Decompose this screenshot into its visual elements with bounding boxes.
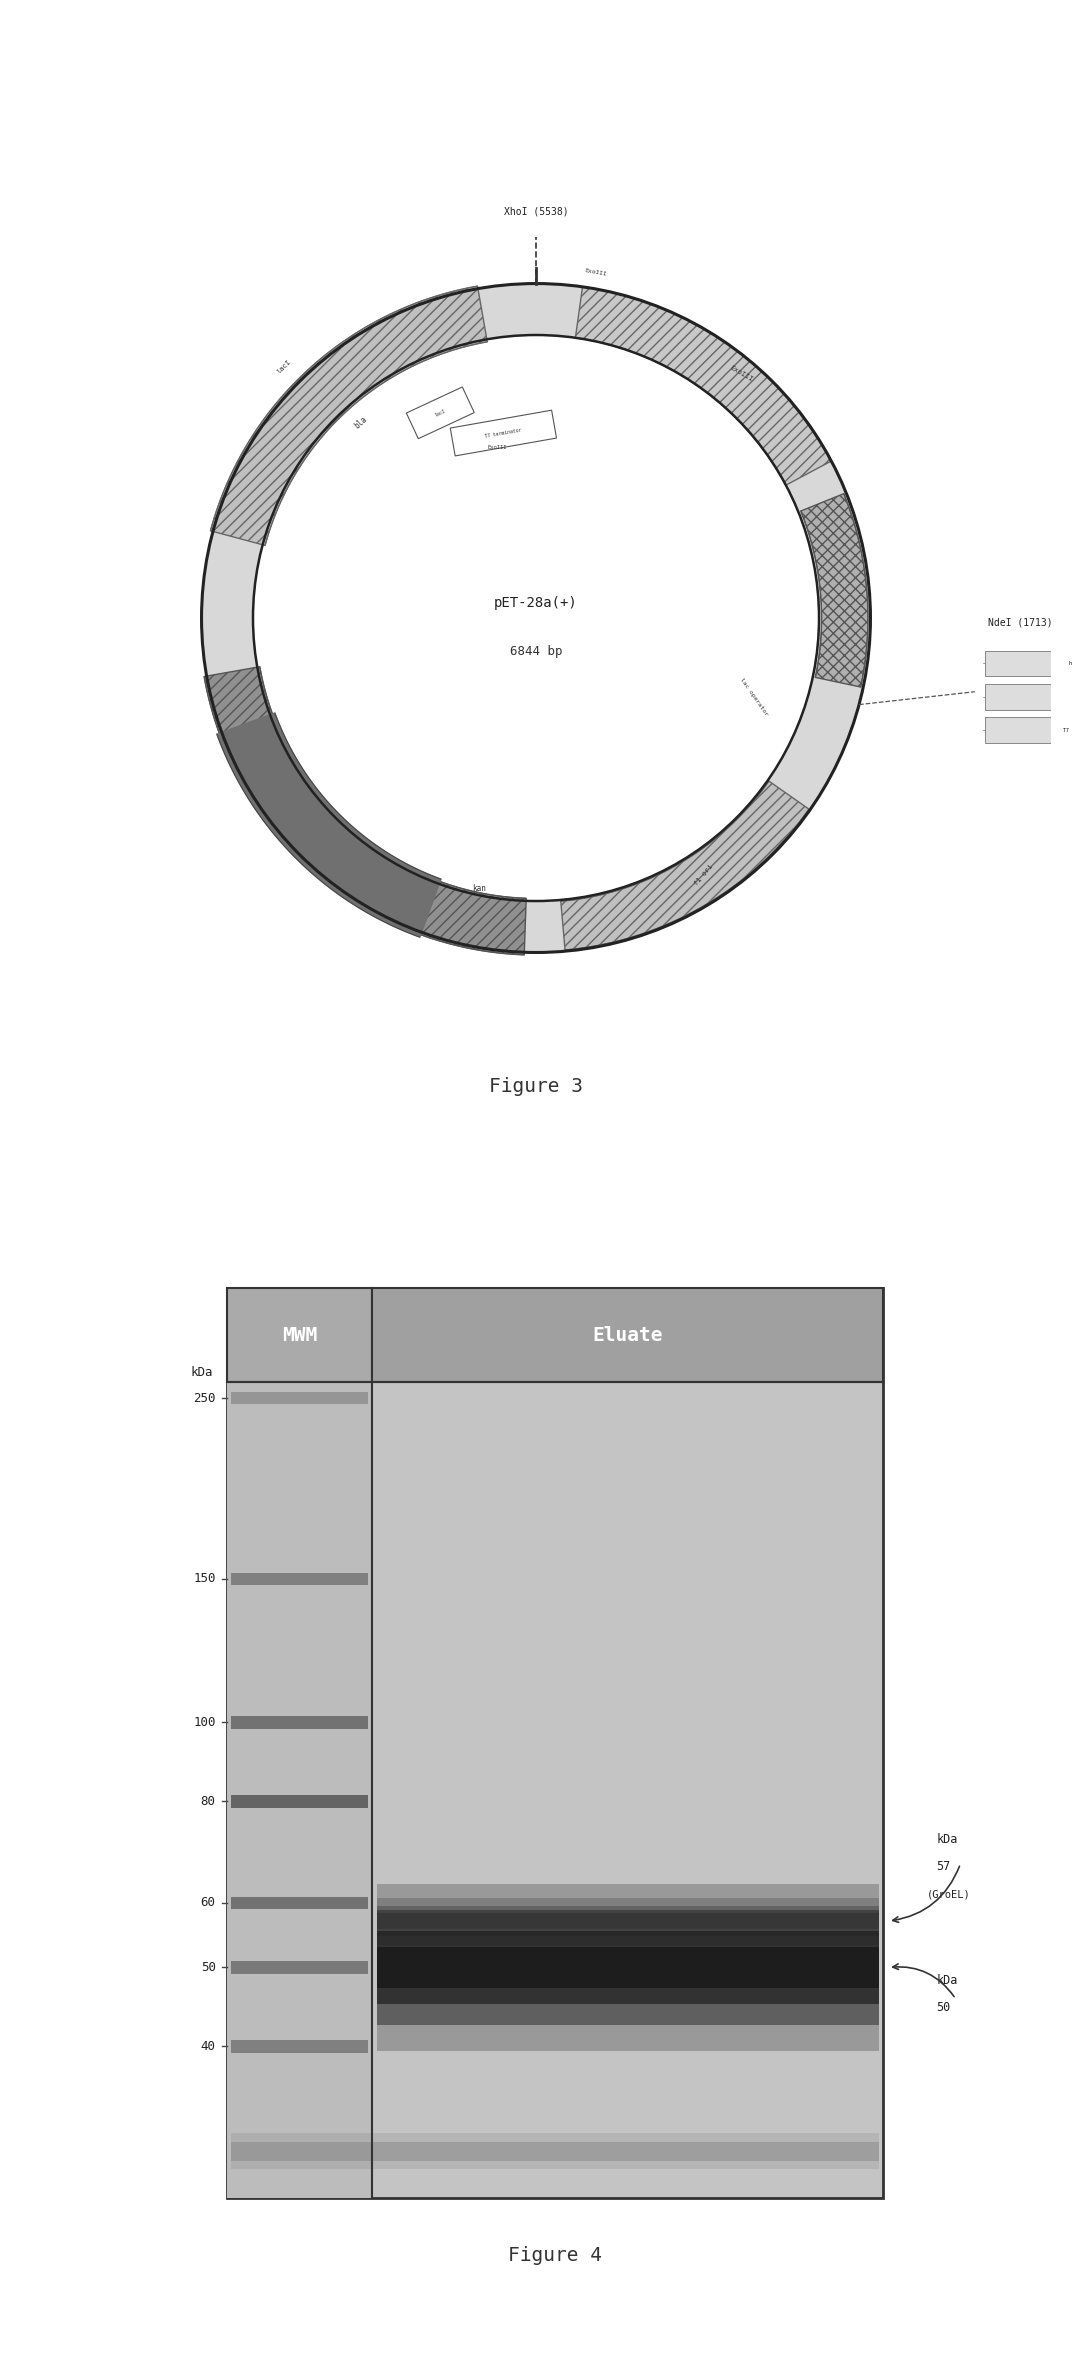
Text: 6844 bp: 6844 bp [510,644,562,658]
FancyBboxPatch shape [377,1911,879,2025]
Text: 150: 150 [193,1571,215,1585]
Text: kDa: kDa [937,1833,957,1847]
Text: T7 promoter: T7 promoter [1063,727,1072,732]
Text: ExoIII: ExoIII [584,269,607,276]
Text: 80: 80 [200,1795,215,1809]
FancyBboxPatch shape [232,1574,368,1585]
FancyBboxPatch shape [985,685,1072,711]
Text: his-tag: his-tag [1069,661,1072,666]
FancyBboxPatch shape [227,1383,372,2199]
FancyBboxPatch shape [372,1288,883,1383]
Text: (GroEL): (GroEL) [926,1890,970,1899]
Text: 50: 50 [937,2001,951,2013]
Text: 100: 100 [193,1716,215,1728]
FancyBboxPatch shape [232,2142,879,2161]
FancyBboxPatch shape [377,1897,879,1944]
FancyBboxPatch shape [377,1930,879,2004]
Text: 50: 50 [200,1961,215,1973]
Polygon shape [210,285,488,544]
FancyBboxPatch shape [232,1961,368,1973]
Text: pET-28a(+): pET-28a(+) [494,597,578,609]
FancyBboxPatch shape [406,387,474,440]
Text: XhoI (5538): XhoI (5538) [504,207,568,216]
FancyBboxPatch shape [377,1906,879,1935]
Text: kDa: kDa [937,1973,957,1987]
FancyBboxPatch shape [227,1288,372,1383]
FancyBboxPatch shape [232,2132,879,2170]
FancyBboxPatch shape [232,1716,368,1728]
FancyBboxPatch shape [232,1795,368,1807]
Text: Figure 4: Figure 4 [508,2246,602,2265]
Polygon shape [217,713,441,937]
Polygon shape [576,288,831,485]
FancyBboxPatch shape [232,1393,368,1405]
Text: f1 ori: f1 ori [693,863,714,887]
Text: bla: bla [353,416,369,430]
Text: lac operator: lac operator [739,677,769,718]
Text: kan: kan [473,884,487,894]
Text: 57: 57 [937,1861,951,1873]
FancyBboxPatch shape [985,651,1072,677]
Polygon shape [202,283,870,953]
Text: lacI: lacI [276,359,293,373]
FancyBboxPatch shape [377,1913,879,1930]
FancyBboxPatch shape [227,1288,883,2199]
Text: NdeI (1713): NdeI (1713) [987,618,1053,628]
Text: Eluate: Eluate [593,1326,662,1345]
FancyBboxPatch shape [450,411,556,456]
Text: T7 terminator: T7 terminator [485,428,522,440]
Text: kDa: kDa [191,1364,213,1379]
FancyBboxPatch shape [377,1947,879,1990]
FancyBboxPatch shape [232,2039,368,2054]
Text: ExoIII: ExoIII [488,444,507,456]
FancyBboxPatch shape [232,1897,368,1909]
Text: 40: 40 [200,2039,215,2054]
Text: ExoIII: ExoIII [729,364,755,383]
Text: 60: 60 [200,1897,215,1909]
Polygon shape [801,494,868,687]
Text: lacI: lacI [434,409,447,418]
FancyBboxPatch shape [985,718,1072,744]
Polygon shape [561,782,809,951]
Polygon shape [204,666,526,956]
Text: MWM: MWM [282,1326,317,1345]
FancyBboxPatch shape [377,1885,879,2051]
Text: 250: 250 [193,1391,215,1405]
Text: Figure 3: Figure 3 [489,1077,583,1096]
